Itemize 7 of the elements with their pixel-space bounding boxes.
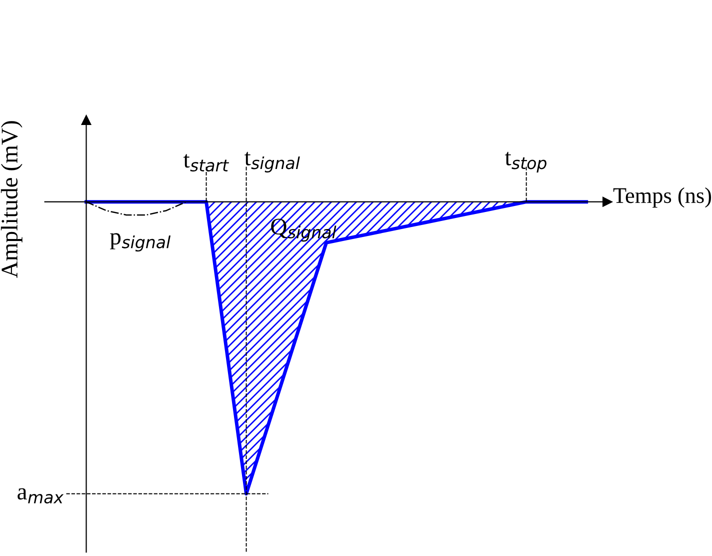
text: t$_{signal}$ [244, 152, 300, 172]
annotation: p$_{signal}$ [110, 233, 171, 252]
text: t$_{stop}$ [504, 152, 546, 172]
text: a$_{max}$ [18, 488, 64, 504]
x-axis-title: Temps (ns) [613, 187, 712, 208]
y-axis-title: Amplitude (mV) [0, 121, 22, 278]
text: t$_{start}$ [183, 154, 230, 172]
